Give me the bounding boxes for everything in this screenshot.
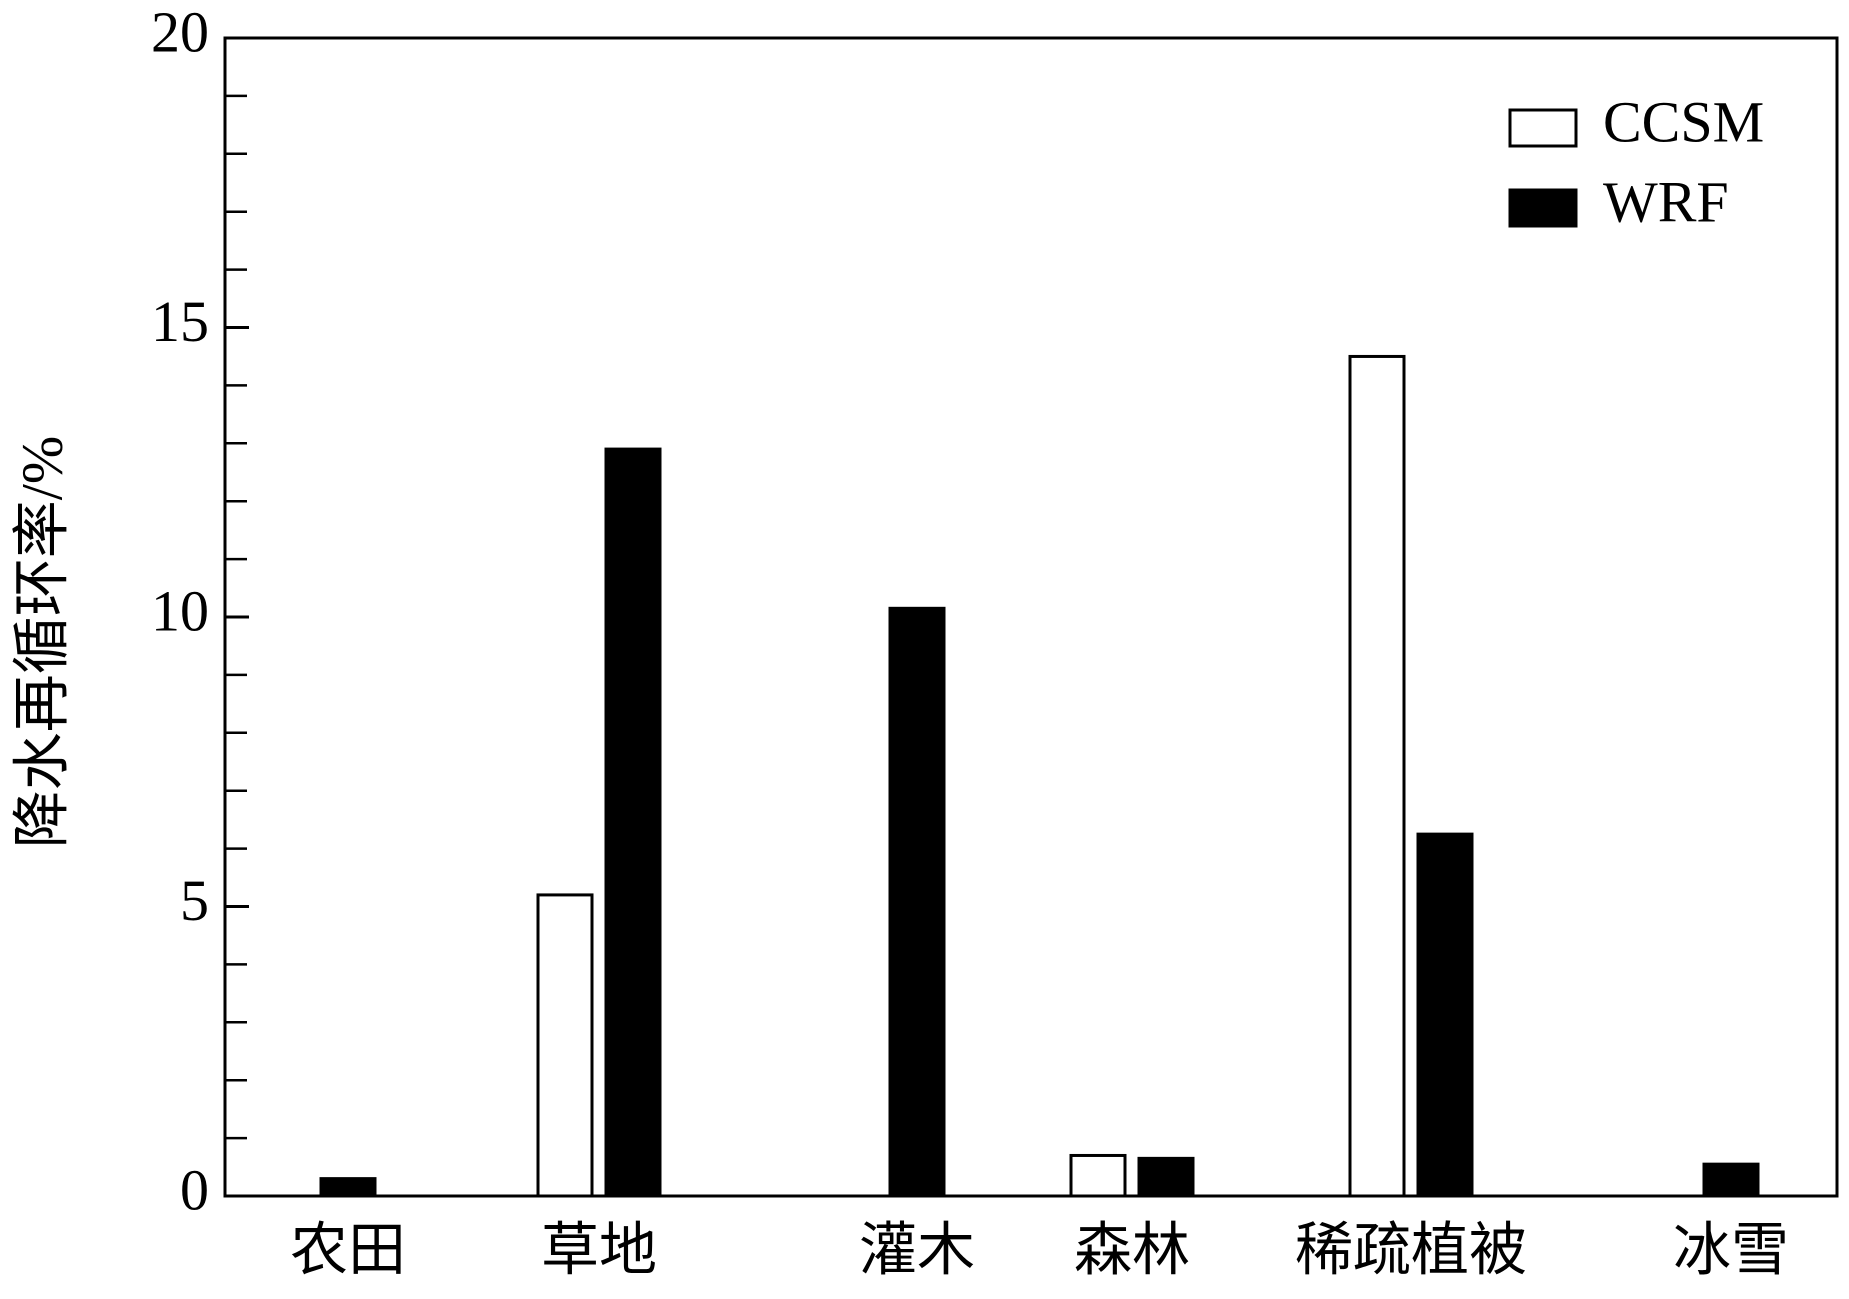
bar bbox=[1416, 832, 1474, 1198]
y-tick-label: 5 bbox=[180, 868, 209, 933]
x-tick-label: 农田 bbox=[290, 1217, 406, 1282]
x-tick-label: 森林 bbox=[1074, 1217, 1190, 1282]
x-tick-label: 冰雪 bbox=[1673, 1217, 1789, 1282]
bar bbox=[1348, 354, 1406, 1198]
x-tick-label: 稀疏植被 bbox=[1295, 1217, 1527, 1282]
legend-label: CCSM bbox=[1603, 89, 1764, 154]
x-tick-label: 草地 bbox=[541, 1217, 657, 1282]
y-tick-label: 15 bbox=[151, 289, 209, 354]
legend-swatch bbox=[1508, 108, 1578, 148]
plot-frame bbox=[223, 36, 1839, 1198]
bar bbox=[319, 1177, 377, 1198]
bar bbox=[536, 893, 594, 1198]
bar bbox=[604, 447, 662, 1198]
x-tick-label: 灌木 bbox=[859, 1217, 975, 1282]
legend-swatch bbox=[1508, 188, 1578, 228]
bar bbox=[1702, 1162, 1760, 1198]
bar bbox=[888, 606, 946, 1198]
y-axis-label: 降水再循环率/% bbox=[9, 436, 74, 848]
y-tick-label: 0 bbox=[180, 1157, 209, 1222]
y-tick-label: 10 bbox=[151, 578, 209, 643]
legend-label: WRF bbox=[1603, 169, 1729, 234]
y-tick-label: 20 bbox=[151, 0, 209, 64]
bar bbox=[1069, 1153, 1127, 1198]
bar bbox=[1137, 1156, 1195, 1198]
